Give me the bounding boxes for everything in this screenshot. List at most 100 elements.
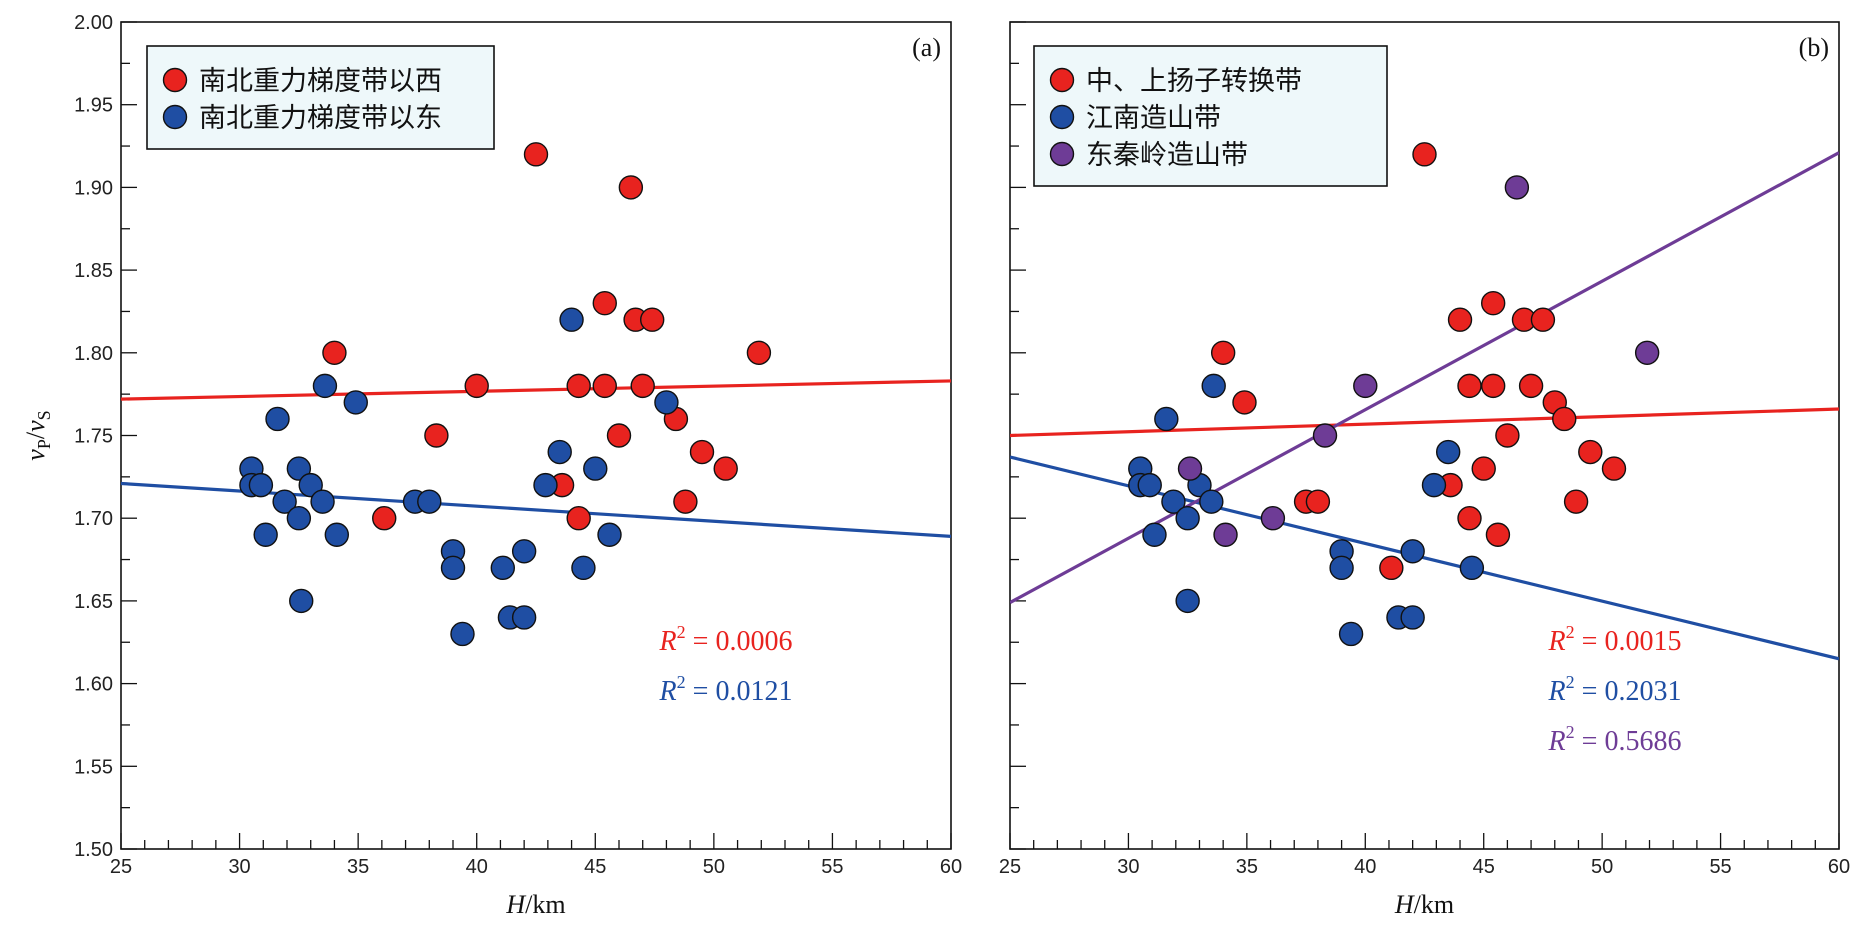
panel-b: 25 30 35 40 45 50 55 60 H/km (b) 中、上扬子转换带江南造山带东秦岭造… [999, 21, 1850, 919]
data-point [1400, 539, 1425, 564]
y-tick-label: 1.60 [74, 674, 113, 696]
data-point [1177, 456, 1203, 481]
data-point [547, 439, 572, 465]
y-axis-title: vP/vS [21, 410, 54, 460]
legend-entry: 南北重力梯度带以西 [199, 66, 442, 97]
data-point [324, 522, 349, 547]
data-point [1305, 489, 1331, 514]
data-point [1232, 390, 1257, 415]
r-squared-annotation: R2 = 0.0015 [1548, 622, 1682, 657]
y-tick-label: 2.00 [74, 12, 113, 34]
x-tick-label: 45 [1473, 856, 1495, 878]
data-point [1161, 489, 1186, 514]
data-point [559, 307, 584, 332]
x-tick-label: 40 [1354, 856, 1376, 878]
data-point [1459, 555, 1485, 581]
data-point [1435, 439, 1461, 465]
data-point [1353, 373, 1378, 399]
data-point [606, 423, 632, 448]
data-point [322, 340, 347, 365]
data-point [1552, 406, 1577, 432]
data-point [1518, 373, 1544, 399]
data-point [343, 390, 368, 415]
data-point [1480, 373, 1506, 399]
trend-line [121, 379, 951, 401]
y-tick-label: 1.55 [74, 756, 113, 778]
r-squared-annotation: R2 = 0.5686 [1548, 722, 1682, 757]
data-point [713, 456, 738, 481]
data-point [597, 522, 622, 547]
data-point [1578, 439, 1603, 465]
trend-line [1010, 151, 1839, 604]
data-point [1379, 555, 1404, 581]
data-point [464, 373, 489, 399]
legend-entry: 东秦岭造山带 [1086, 140, 1248, 171]
data-point [592, 290, 617, 316]
legend-marker [1049, 104, 1075, 130]
y-tick-label: 1.50 [74, 839, 113, 861]
data-point [286, 506, 312, 531]
data-point [1338, 621, 1364, 647]
data-point [1142, 522, 1167, 547]
data-point [417, 489, 442, 514]
y-tick-label: 1.70 [74, 508, 113, 530]
x-tick-label: 60 [940, 856, 962, 878]
x-axis-title: H/km [505, 890, 565, 919]
panel-a: 25 30 35 40 45 50 55 60 1.50 1.55 1.60 1.65 1.70 1.75… [21, 12, 962, 919]
trend-line [1010, 407, 1839, 438]
legend-marker [162, 67, 188, 93]
data-point [1412, 142, 1437, 167]
data-point [1471, 456, 1496, 481]
x-tick-label: 40 [466, 856, 488, 878]
data-point [583, 456, 608, 481]
data-point [1504, 175, 1530, 200]
x-tick-label: 35 [1236, 856, 1258, 878]
data-point [450, 621, 475, 647]
data-point [566, 506, 591, 531]
data-point [1495, 423, 1520, 448]
legend-entry: 中、上扬子转换带 [1086, 66, 1302, 97]
data-point [511, 539, 537, 564]
data-point [440, 555, 466, 581]
x-tick-label: 25 [110, 856, 132, 878]
data-point [566, 373, 591, 399]
data-point [1175, 506, 1200, 531]
y-tick-label: 1.95 [74, 95, 113, 117]
data-point [1480, 290, 1506, 316]
data-point [286, 456, 312, 481]
x-tick-label: 60 [1828, 856, 1850, 878]
data-point [1421, 472, 1447, 498]
panel-label: (a) [912, 33, 941, 62]
data-point [523, 142, 549, 167]
data-point [1400, 605, 1425, 630]
x-tick-label: 50 [703, 856, 725, 878]
data-point [1260, 506, 1286, 531]
data-point [310, 489, 335, 514]
data-point [1530, 307, 1556, 332]
data-point [248, 472, 274, 498]
data-point [289, 588, 314, 614]
data-point [1601, 456, 1627, 481]
data-point [1201, 373, 1226, 399]
data-point [592, 373, 617, 399]
y-tick-label: 1.75 [74, 426, 113, 448]
data-point [1634, 340, 1660, 365]
data-point [265, 406, 290, 432]
x-tick-label: 55 [821, 856, 843, 878]
data-point [490, 555, 515, 581]
data-point [618, 175, 644, 200]
data-point [673, 489, 698, 514]
y-tick-label: 1.90 [74, 177, 113, 199]
r-squared-annotation: R2 = 0.2031 [1548, 672, 1682, 707]
data-point [1457, 373, 1482, 399]
data-point [1447, 307, 1473, 332]
data-point [533, 472, 558, 498]
x-tick-label: 30 [1117, 856, 1139, 878]
data-point [1329, 555, 1354, 581]
y-tick-label: 1.80 [74, 343, 113, 365]
x-tick-label: 25 [999, 856, 1021, 878]
data-point [298, 472, 323, 498]
r-squared-annotation: R2 = 0.0006 [659, 622, 793, 657]
data-point [1213, 522, 1238, 547]
